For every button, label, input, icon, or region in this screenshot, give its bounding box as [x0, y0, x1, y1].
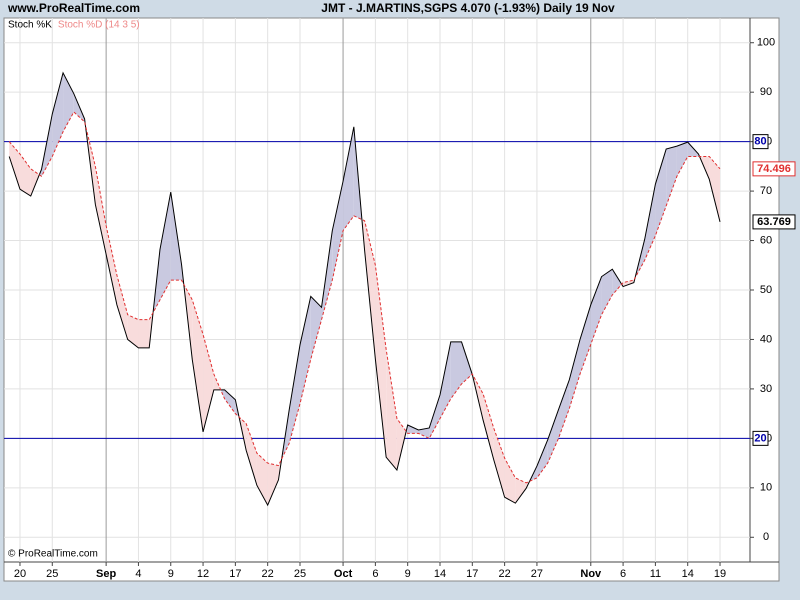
x-tick-label: 19	[714, 568, 726, 580]
area-fill	[332, 181, 344, 281]
x-tick-label: 12	[197, 568, 209, 580]
area-fill	[709, 156, 721, 222]
area-fill	[676, 142, 688, 177]
last-value-label: 63.769	[757, 216, 791, 228]
area-fill	[396, 418, 407, 471]
x-tick-label: 4	[135, 568, 141, 580]
area-fill	[580, 304, 591, 375]
y-tick-label: 60	[760, 234, 772, 246]
area-fill	[192, 299, 204, 432]
footer: © ProRealTime.com	[8, 549, 98, 560]
area-fill	[429, 394, 440, 439]
area-fill	[224, 389, 236, 414]
x-tick-label: 22	[262, 568, 274, 580]
area-fill	[590, 276, 602, 345]
area-fill	[9, 141, 20, 190]
area-fill	[612, 269, 622, 295]
x-tick-label: 14	[434, 568, 446, 580]
series-line	[8, 111, 721, 484]
area-fill	[483, 393, 494, 461]
area-fill	[407, 425, 419, 434]
area-fill	[267, 463, 279, 506]
x-tick-label: Oct	[334, 568, 353, 580]
area-fill	[213, 374, 221, 390]
area-fill	[536, 439, 548, 478]
area-fill	[623, 280, 634, 287]
x-tick-label: 25	[46, 568, 58, 580]
y-tick-label: 70	[760, 185, 772, 197]
series-line	[8, 71, 721, 507]
x-tick-label: 17	[466, 568, 478, 580]
x-tick-label: 14	[682, 568, 694, 580]
chart-title: JMT - J.MARTINS,SGPS 4.070 (-1.93%) Dail…	[321, 1, 615, 15]
area-fill	[159, 192, 171, 300]
last-value-box	[752, 161, 796, 177]
y-tick-label: 100	[757, 37, 775, 49]
area-fill	[52, 72, 64, 157]
area-fill	[440, 341, 451, 419]
x-tick-label: 9	[405, 568, 411, 580]
reference-label-box	[752, 134, 769, 150]
area-fill	[655, 149, 667, 236]
area-fill	[310, 296, 322, 360]
area-fill	[138, 319, 150, 348]
x-tick-label: 17	[229, 568, 241, 580]
area-fill	[256, 453, 268, 506]
area-fill	[601, 269, 613, 315]
area-fill	[375, 265, 387, 458]
x-tick-label: Nov	[580, 568, 602, 580]
x-tick-label: 6	[372, 568, 378, 580]
area-fill	[418, 427, 430, 439]
area-fill	[289, 344, 300, 444]
area-fill	[343, 126, 354, 231]
x-tick-label: 27	[531, 568, 543, 580]
area-fill	[299, 296, 311, 404]
area-fill	[116, 275, 128, 340]
y-tick-label: 0	[763, 531, 769, 543]
area-fill	[450, 341, 462, 399]
area-fill	[127, 314, 139, 348]
area-fill	[515, 477, 527, 504]
reference-label: 20	[754, 432, 766, 444]
area-fill	[547, 409, 559, 464]
y-tick-label: 90	[760, 86, 772, 98]
area-fill	[95, 166, 107, 255]
y-tick-label: 40	[760, 333, 772, 345]
x-tick-label: 9	[168, 568, 174, 580]
area-fill	[493, 428, 505, 498]
area-fill	[461, 341, 473, 384]
y-tick-label: 10	[760, 482, 772, 494]
x-tick-label: 6	[620, 568, 626, 580]
legend-entry: Stoch %K	[8, 20, 52, 31]
chart-panel	[3, 17, 780, 582]
area-fill	[106, 225, 117, 305]
area-fill	[203, 334, 214, 432]
x-tick-label: Sep	[96, 568, 116, 580]
area-fill	[569, 339, 581, 409]
reference-label-box	[752, 430, 769, 446]
x-tick-label: 22	[498, 568, 510, 580]
y-tick-label: 30	[760, 383, 772, 395]
legend-entry: Stoch %D (14 3 5)	[58, 20, 140, 31]
last-value-label: 74.496	[757, 163, 791, 175]
x-tick-label: 11	[650, 568, 661, 580]
x-tick-label: 20	[14, 568, 26, 580]
last-value-box	[752, 214, 796, 230]
area-fill	[666, 146, 677, 206]
area-fill	[558, 380, 570, 439]
area-fill	[504, 458, 516, 504]
area-fill	[170, 192, 182, 281]
y-tick-label: 50	[760, 284, 772, 296]
reference-label: 80	[754, 136, 766, 148]
area-fill	[246, 423, 257, 486]
x-tick-label: 25	[294, 568, 306, 580]
area-fill	[386, 349, 397, 471]
area-fill	[30, 168, 40, 197]
area-fill	[63, 72, 74, 132]
source[interactable]: www.ProRealTime.com	[7, 1, 140, 15]
area-fill	[19, 154, 31, 197]
